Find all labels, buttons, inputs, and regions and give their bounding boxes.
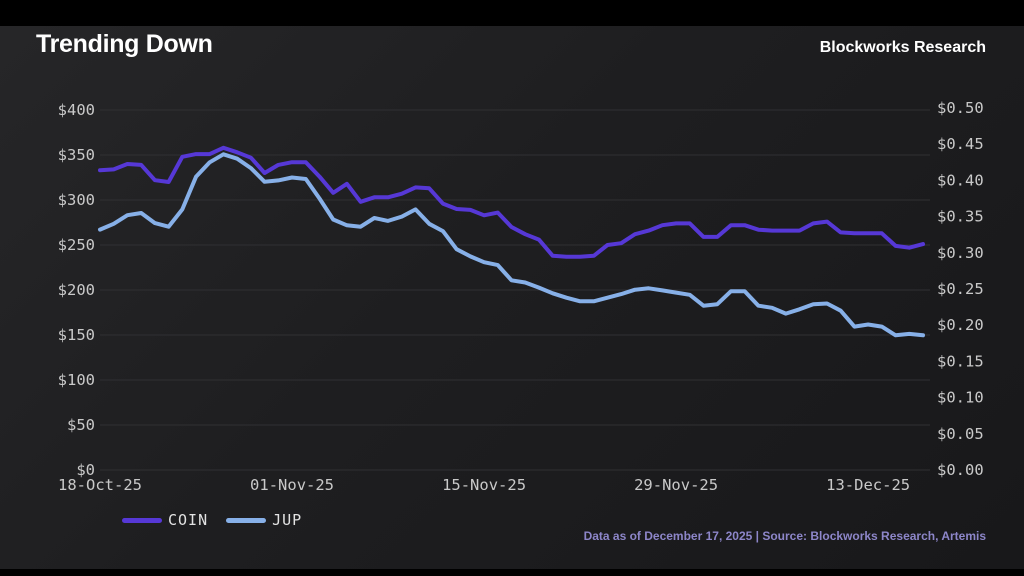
right-axis-tick-label: $0.00	[937, 461, 984, 479]
left-axis-tick-label: $0	[76, 461, 95, 479]
legend-label: JUP	[272, 511, 303, 529]
x-axis-tick-label: 01-Nov-25	[250, 476, 334, 494]
chart-legend: COIN JUP	[122, 511, 302, 529]
coin-price-line	[98, 145, 925, 259]
chart-card	[0, 26, 1024, 569]
legend-item-jup: JUP	[226, 511, 302, 529]
left-axis-tick-label: $250	[58, 236, 95, 254]
right-axis-tick-label: $0.50	[937, 99, 984, 117]
left-axis-tick-label: $300	[58, 191, 95, 209]
page-title: Trending Down	[36, 30, 213, 58]
x-axis-tick-label: 15-Nov-25	[442, 476, 526, 494]
left-axis-tick-label: $400	[58, 101, 95, 119]
left-axis-tick-label: $200	[58, 281, 95, 299]
legend-item-coin: COIN	[122, 511, 208, 529]
source-footnote: Data as of December 17, 2025 | Source: B…	[583, 529, 986, 543]
jup-price-line	[98, 152, 925, 338]
brand-name: Blockworks Research	[819, 39, 986, 56]
right-axis-tick-label: $0.20	[937, 316, 984, 334]
right-axis-tick-label: $0.10	[937, 389, 984, 407]
left-axis-tick-label: $350	[58, 146, 95, 164]
coin-line-swatch-icon	[122, 517, 162, 523]
left-axis-tick-label: $100	[58, 371, 95, 389]
right-axis-tick-label: $0.45	[937, 135, 984, 153]
legend-label: COIN	[168, 511, 209, 529]
left-axis-tick-label: $50	[67, 416, 95, 434]
left-axis-tick-label: $150	[58, 326, 95, 344]
right-axis-tick-label: $0.35	[937, 208, 984, 226]
x-axis-tick-label: 13-Dec-25	[826, 476, 910, 494]
right-axis-tick-label: $0.30	[937, 244, 984, 262]
x-axis-tick-label: 29-Nov-25	[634, 476, 718, 494]
right-axis-tick-label: $0.40	[937, 171, 984, 189]
right-axis-tick-label: $0.15	[937, 352, 984, 370]
x-axis-tick-label: 18-Oct-25	[58, 476, 142, 494]
jup-line-swatch-icon	[226, 517, 267, 523]
right-axis-tick-label: $0.05	[937, 425, 984, 443]
right-axis-tick-label: $0.25	[937, 280, 984, 298]
